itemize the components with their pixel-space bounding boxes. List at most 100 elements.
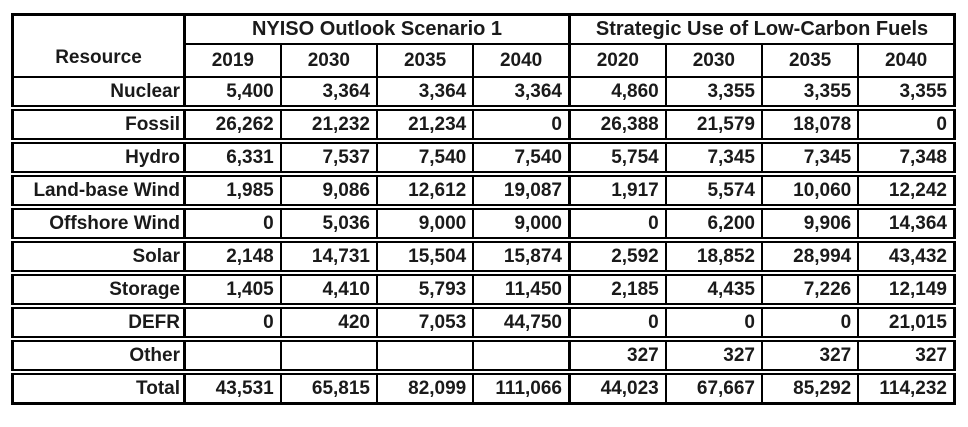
value-cell: 3,364 [472,76,571,111]
table-row: Solar 2,148 14,731 15,504 15,874 2,592 18,852 2… [11,239,956,276]
value-cell: 15,504 [375,239,475,276]
group-header-nyiso: NYISO Outlook Scenario 1 [183,13,571,45]
corner-header-resource: Resource [11,13,186,78]
value-cell: 6,200 [664,206,764,243]
value-cell [375,338,475,375]
row-label: DEFR [11,305,186,342]
year-header: 2030 [279,43,379,78]
year-header: 2030 [664,43,764,78]
value-cell: 7,345 [664,140,764,177]
row-label: Solar [11,239,186,276]
group-header-strategic: Strategic Use of Low-Carbon Fuels [568,13,956,45]
group-header-row: Resource NYISO Outlook Scenario 1 Strate… [11,13,956,78]
value-cell: 7,345 [760,140,860,177]
year-header: 2040 [472,43,571,78]
value-cell: 1,405 [183,272,282,309]
value-cell: 9,086 [279,173,379,210]
value-cell: 327 [857,338,956,375]
value-cell: 3,355 [664,76,764,111]
year-header-row: 2019 2030 2035 2040 2020 2030 2035 2040 [13,43,956,78]
table-row: Storage 1,405 4,410 5,793 11,450 2,185 4,435 7,… [11,272,956,309]
value-cell: 3,364 [375,76,475,111]
year-header: 2019 [183,43,282,78]
value-cell: 11,450 [472,272,571,309]
value-cell: 3,355 [857,76,956,111]
row-label: Land-base Wind [11,173,186,210]
value-cell: 10,060 [760,173,860,210]
value-cell: 0 [183,305,282,342]
value-cell [279,338,379,375]
value-cell: 3,364 [279,76,379,111]
value-cell: 67,667 [664,371,764,405]
row-label: Other [11,338,186,375]
value-cell: 21,579 [664,107,764,144]
value-cell: 0 [567,206,667,243]
value-cell: 9,000 [472,206,571,243]
value-cell: 327 [760,338,860,375]
value-cell: 2,592 [567,239,667,276]
value-cell: 114,232 [857,371,956,405]
value-cell: 1,985 [183,173,282,210]
table-row: DEFR 0 420 7,053 44,750 0 0 0 21,015 [11,305,956,342]
value-cell [472,338,571,375]
value-cell: 14,731 [279,239,379,276]
value-cell: 82,099 [375,371,475,405]
value-cell: 19,087 [472,173,571,210]
value-cell: 14,364 [857,206,956,243]
value-cell: 12,149 [857,272,956,309]
row-label: Nuclear [11,76,186,111]
value-cell: 5,036 [279,206,379,243]
table-wrap: Resource NYISO Outlook Scenario 1 Strate… [11,13,956,405]
value-cell: 7,053 [375,305,475,342]
value-cell: 7,226 [760,272,860,309]
row-label: Offshore Wind [11,206,186,243]
value-cell [183,338,282,375]
value-cell: 2,148 [183,239,282,276]
value-cell: 0 [567,305,667,342]
value-cell: 26,262 [183,107,282,144]
value-cell: 21,015 [857,305,956,342]
table-row: Fossil 26,262 21,232 21,234 0 26,388 21,579 18,… [11,107,956,144]
value-cell: 12,612 [375,173,475,210]
value-cell: 12,242 [857,173,956,210]
value-cell: 5,574 [664,173,764,210]
value-cell: 0 [857,107,956,144]
table-row: Offshore Wind 0 5,036 9,000 9,000 0 6,200 9,906… [11,206,956,243]
value-cell: 0 [760,305,860,342]
row-label: Fossil [11,107,186,144]
value-cell: 7,348 [857,140,956,177]
row-label: Total [11,371,186,405]
value-cell: 43,531 [183,371,282,405]
value-cell: 420 [279,305,379,342]
value-cell: 44,023 [567,371,667,405]
value-cell: 7,540 [375,140,475,177]
value-cell: 44,750 [472,305,571,342]
value-cell: 7,537 [279,140,379,177]
value-cell: 0 [472,107,571,144]
table-row: Nuclear 5,400 3,364 3,364 3,364 4,860 3,355 3,3… [11,76,956,111]
year-header: 2035 [760,43,860,78]
table-row: Land-base Wind 1,985 9,086 12,612 19,087 1,91… [11,173,956,210]
resource-capacity-table: Resource NYISO Outlook Scenario 1 Strate… [11,13,956,405]
value-cell: 4,860 [567,76,667,111]
value-cell: 26,388 [567,107,667,144]
value-cell: 85,292 [760,371,860,405]
value-cell: 43,432 [857,239,956,276]
value-cell: 65,815 [279,371,379,405]
value-cell: 21,234 [375,107,475,144]
value-cell: 327 [567,338,667,375]
table-row: Other 327 327 327 327 [11,338,956,375]
row-label: Hydro [11,140,186,177]
row-label: Storage [11,272,186,309]
value-cell: 9,000 [375,206,475,243]
year-header: 2040 [857,43,956,78]
value-cell: 18,852 [664,239,764,276]
table-row: Hydro 6,331 7,537 7,540 7,540 5,754 7,345 7,345… [11,140,956,177]
table-body: Nuclear 5,400 3,364 3,364 3,364 4,860 3,355 3,3… [11,76,956,405]
value-cell: 9,906 [760,206,860,243]
value-cell: 5,754 [567,140,667,177]
value-cell: 327 [664,338,764,375]
year-header: 2035 [375,43,475,78]
value-cell: 2,185 [567,272,667,309]
